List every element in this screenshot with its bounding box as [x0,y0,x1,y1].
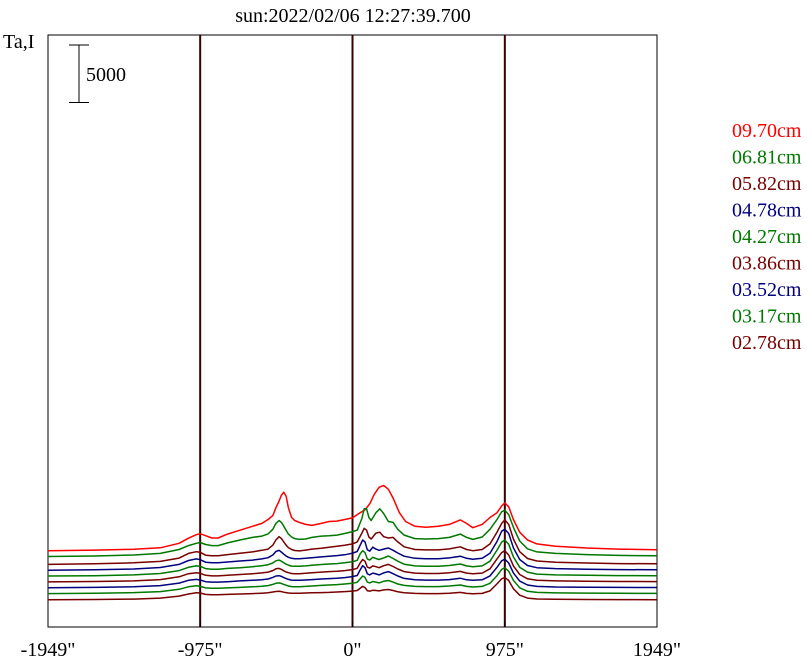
series-line-03.86cm [47,549,658,583]
legend-entry-05.82cm: 05.82cm [732,173,802,195]
series-line-05.82cm [47,519,658,566]
x-tick-label: 0" [343,639,361,661]
legend-entry-03.86cm: 03.86cm [732,253,802,275]
legend: 09.70cm 06.81cm 05.82cm 04.78cm 04.27cm 03.86… [732,120,802,354]
series-line-02.78cm [47,576,658,601]
legend-entry-04.27cm: 04.27cm [732,226,802,248]
chart-title: sun:2022/02/06 12:27:39.700 [235,5,471,27]
series-line-03.17cm [47,566,658,595]
legend-entry-06.81cm: 06.81cm [732,147,802,169]
series-line-03.52cm [47,558,658,589]
series-line-04.27cm [47,539,658,577]
legend-entry-02.78cm: 02.78cm [732,332,802,354]
series-line-06.81cm [47,508,658,558]
series-line-09.70cm [47,484,658,552]
x-tick-label: 1949" [633,639,681,661]
x-tick-label: -1949" [21,639,76,661]
x-tick-label: -975" [178,639,223,661]
scale-bar-label: 5000 [86,64,126,86]
legend-entry-03.52cm: 03.52cm [732,279,802,301]
x-axis-ticks: -1949" -975" 0" 975" 1949" [21,621,681,661]
legend-entry-03.17cm: 03.17cm [732,306,802,328]
x-tick-label: 975" [486,639,524,661]
series-line-04.78cm [47,528,658,571]
y-axis-label: Ta,I [3,31,34,53]
legend-entry-04.78cm: 04.78cm [732,200,802,222]
legend-entry-09.70cm: 09.70cm [732,120,802,142]
scale-bar: 5000 [69,44,126,103]
plot-area [47,34,658,628]
